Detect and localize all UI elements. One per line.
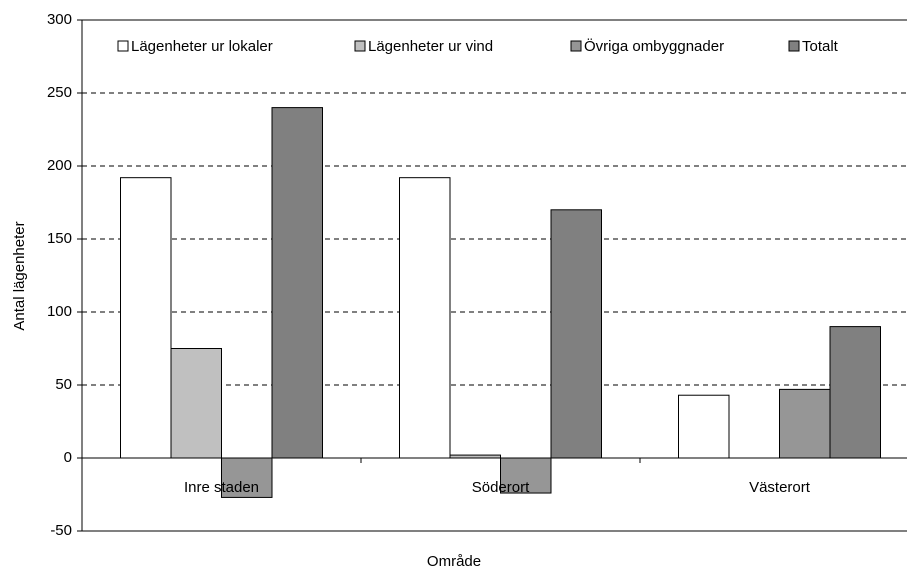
bar <box>170 348 222 459</box>
legend-label: Lägenheter ur vind <box>368 38 493 55</box>
legend-swatch <box>354 40 366 52</box>
y-tick-label: 200 <box>47 157 72 174</box>
y-axis-label: Antal lägenheter <box>11 221 28 330</box>
y-tick-label: 0 <box>64 449 72 466</box>
bar <box>550 209 602 459</box>
bar <box>500 457 552 494</box>
bar <box>221 457 273 498</box>
x-tick-label: Inre staden <box>184 479 259 496</box>
bar <box>779 388 831 459</box>
y-tick-label: 100 <box>47 303 72 320</box>
x-tick-label: Västerort <box>749 479 811 496</box>
y-tick-label: 250 <box>47 84 72 101</box>
legend-swatch <box>117 40 129 52</box>
legend-swatch <box>570 40 582 52</box>
bar <box>399 177 451 459</box>
x-axis-label: Område <box>427 553 481 569</box>
bar <box>829 326 881 459</box>
legend-swatch <box>788 40 800 52</box>
y-tick-label: -50 <box>50 522 72 539</box>
y-tick-label: 150 <box>47 230 72 247</box>
legend-label: Övriga ombyggnader <box>584 37 724 55</box>
legend-label: Lägenheter ur lokaler <box>131 38 273 55</box>
bar <box>120 177 172 459</box>
x-tick-label: Söderort <box>472 479 530 496</box>
legend-label: Totalt <box>802 38 839 55</box>
bar <box>678 394 730 459</box>
y-tick-label: 50 <box>55 376 72 393</box>
bar <box>271 107 323 459</box>
y-tick-label: 300 <box>47 11 72 28</box>
